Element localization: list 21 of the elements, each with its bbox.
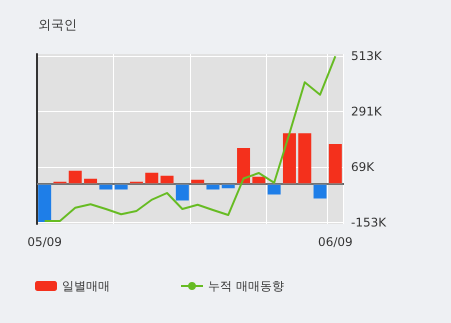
bar	[268, 184, 281, 194]
bar	[282, 133, 296, 184]
y-tick-label: -153K	[351, 215, 388, 230]
chart-title: 외국인	[38, 18, 77, 33]
x-tick-label: 05/09	[27, 235, 62, 249]
y-tick-label: 513K	[351, 48, 383, 63]
bar	[68, 170, 82, 184]
y-tick-label: 69K	[351, 160, 376, 174]
bar	[314, 184, 327, 198]
bar	[145, 172, 158, 184]
line-series	[44, 55, 336, 222]
legend-label: 누적 매매동향	[208, 279, 284, 293]
x-tick-label: 06/09	[318, 235, 353, 249]
bar	[328, 144, 342, 184]
bar	[298, 133, 312, 184]
bar	[237, 148, 250, 184]
bar	[160, 176, 174, 184]
bar	[176, 184, 189, 200]
y-tick-label: 291K	[351, 104, 383, 118]
legend-label: 일별매매	[62, 279, 110, 293]
bar	[38, 184, 52, 222]
